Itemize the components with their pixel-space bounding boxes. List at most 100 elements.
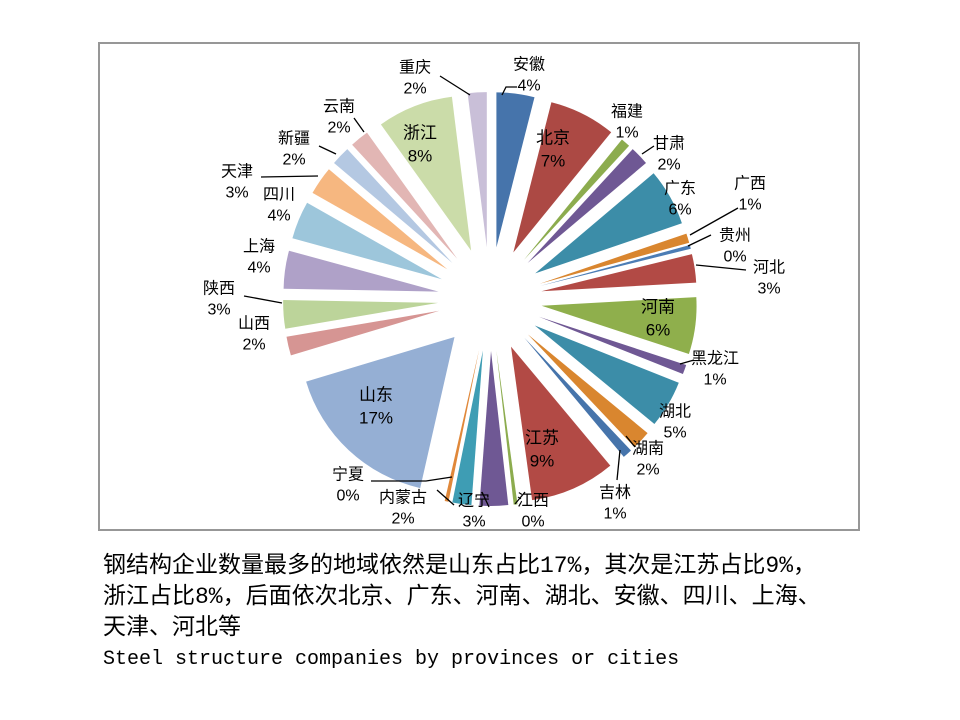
slice-percent-gansu: 2% (657, 157, 680, 174)
caption-subtitle: Steel structure companies by provinces o… (103, 648, 680, 671)
slice-label-neimenggu: 内蒙古 (379, 489, 427, 507)
slice-percent-guangdong: 6% (668, 202, 691, 219)
slice-percent-neimenggu: 2% (391, 511, 414, 528)
slice-label-henan: 河南 (641, 298, 675, 317)
slice-percent-shanxi: 2% (242, 337, 265, 354)
leader-line-anhui (501, 86, 517, 96)
slice-percent-shaanxi: 3% (207, 302, 230, 319)
pie-slice-anhui (496, 92, 535, 248)
leader-line-heilongjiang (679, 359, 695, 365)
slice-percent-chongqing: 2% (403, 81, 426, 98)
slice-label-jiangsu: 江苏 (525, 429, 559, 448)
pie-slice-guizhou (540, 245, 691, 286)
slice-label-hunan: 湖南 (632, 440, 664, 458)
leader-line-chongqing (439, 75, 471, 96)
pie-slice-guangdong (535, 173, 682, 274)
slice-percent-jilin: 1% (603, 506, 626, 523)
pie-slice-guangxi (539, 233, 690, 284)
pie-slice-heilongjiang (538, 316, 687, 374)
slice-percent-fujian: 1% (615, 125, 638, 142)
pie-slice-hebei (541, 254, 697, 292)
slice-percent-anhui: 4% (517, 78, 540, 95)
leader-line-hebei (695, 264, 747, 271)
leader-line-neimenggu (436, 489, 455, 506)
pie-slice-yunnan (352, 132, 458, 259)
slice-label-shaanxi: 陕西 (203, 280, 235, 298)
leader-line-xinjiang (318, 145, 337, 155)
pie-slice-jiangxi (496, 350, 518, 505)
slice-percent-tianjin: 3% (225, 185, 248, 202)
slice-label-beijing: 北京 (536, 129, 570, 148)
leader-line-jilin (616, 449, 621, 481)
leader-line-guangxi (689, 207, 739, 236)
pie-slice-beijing (513, 102, 612, 253)
slice-percent-jiangsu: 9% (530, 452, 555, 471)
slice-percent-sichuan: 4% (267, 208, 290, 225)
pie-slice-shaanxi (283, 300, 439, 329)
pie-slice-liaoning (479, 351, 509, 507)
slice-label-guizhou: 贵州 (719, 227, 751, 245)
pie-slice-zhejiang (380, 96, 472, 251)
slice-percent-liaoning: 3% (462, 514, 485, 530)
pie-slice-sichuan (292, 202, 442, 280)
pie-slice-shanxi (286, 310, 440, 356)
slice-percent-shanghai: 4% (247, 260, 270, 277)
pie-slice-chongqing (467, 92, 487, 248)
slice-label-hubei: 湖北 (659, 403, 691, 421)
slice-label-shanghai: 上海 (243, 238, 275, 256)
pie-slice-jiangsu (511, 346, 611, 501)
pie-slice-jilin (524, 337, 631, 457)
slice-label-guangdong: 广东 (664, 180, 696, 198)
slice-percent-shandong: 17% (359, 409, 393, 428)
caption: 钢结构企业数量最多的地域依然是山东占比17%，其次是江苏占比9%， 浙江占比8%… (103, 551, 821, 675)
caption-line-3: 天津、河北等 (103, 615, 241, 641)
slice-label-shanxi: 山西 (238, 315, 270, 333)
slice-percent-jiangxi: 0% (521, 514, 544, 530)
pie-slice-shandong (306, 337, 455, 489)
slice-percent-guangxi: 1% (738, 197, 761, 214)
slice-label-hebei: 河北 (753, 259, 785, 277)
slice-label-gansu: 甘肃 (653, 135, 685, 153)
pie-slice-shanghai (283, 250, 439, 292)
slice-label-xinjiang: 新疆 (278, 130, 310, 148)
slice-percent-zhejiang: 8% (408, 147, 433, 166)
slice-label-zhejiang: 浙江 (403, 124, 437, 143)
leader-line-hunan (625, 435, 636, 448)
chart-frame: 安徽 4% 北京 7% 福建 1% 甘肃 2% 广东 6% 广西 1% 贵州 0% 河北 3% 河南 6% 黑龙江 1… (98, 42, 860, 531)
leader-line-ningxia (371, 476, 453, 482)
slice-percent-hebei: 3% (757, 281, 780, 298)
pie-slice-tianjin (312, 169, 448, 270)
slice-label-yunnan: 云南 (323, 98, 355, 116)
pie-slice-henan (541, 297, 697, 354)
pie-slice-gansu (527, 149, 646, 263)
caption-line-1: 钢结构企业数量最多的地域依然是山东占比17%，其次是江苏占比9%， (103, 553, 817, 579)
slice-label-sichuan: 四川 (263, 187, 295, 204)
pie-slice-hubei (534, 325, 679, 424)
slice-label-shandong: 山东 (359, 386, 393, 405)
slice-percent-heilongjiang: 1% (703, 372, 726, 389)
leader-line-yunnan (353, 117, 365, 133)
leader-line-tianjin (260, 175, 319, 178)
slice-percent-beijing: 7% (541, 152, 566, 171)
slice-label-jilin: 吉林 (599, 484, 631, 502)
slice-label-jiangxi: 江西 (517, 492, 549, 510)
slice-percent-hubei: 5% (663, 425, 686, 442)
pie-slice-fujian (524, 139, 630, 260)
leader-line-liaoning (481, 491, 490, 508)
slice-label-chongqing: 重庆 (399, 59, 431, 77)
pie-slice-xinjiang (334, 149, 453, 263)
slice-label-fujian: 福建 (611, 103, 643, 121)
pie-slice-ningxia (444, 349, 480, 502)
slice-percent-yunnan: 2% (327, 120, 350, 137)
slice-label-guangxi: 广西 (734, 175, 766, 193)
slice-percent-guizhou: 0% (723, 249, 746, 266)
slice-percent-ningxia: 0% (336, 488, 359, 505)
slice-label-liaoning: 辽宁 (458, 492, 490, 510)
slice-percent-hunan: 2% (636, 462, 659, 479)
slice-label-ningxia: 宁夏 (332, 466, 364, 484)
slice-label-anhui: 安徽 (513, 56, 545, 74)
pie-slice-hunan (528, 334, 648, 448)
leader-line-gansu (641, 145, 655, 155)
pie-slice-neimenggu (452, 350, 483, 506)
